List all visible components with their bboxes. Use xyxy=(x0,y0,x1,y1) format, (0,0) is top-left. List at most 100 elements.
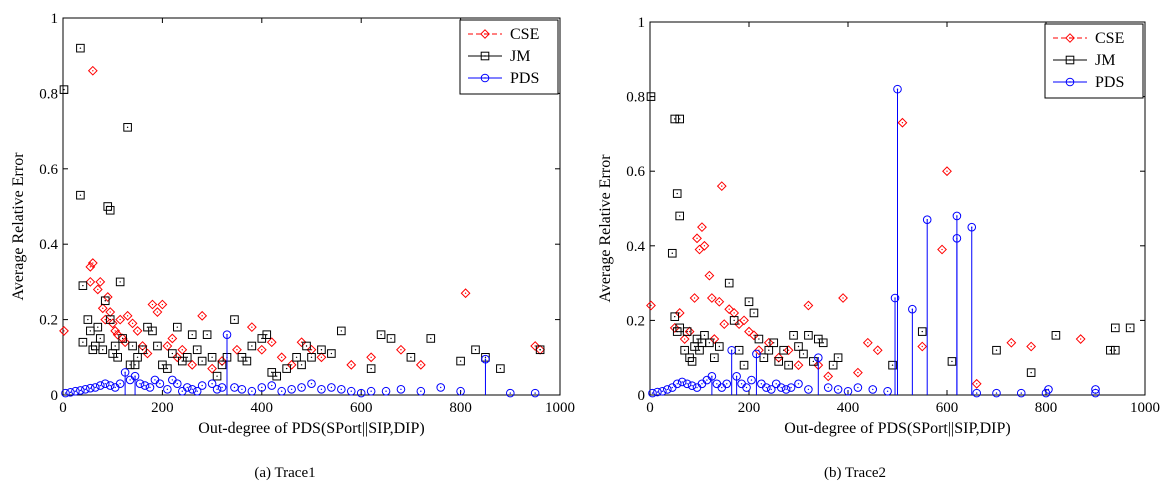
pds-point xyxy=(653,387,662,397)
cse-point xyxy=(232,344,242,355)
jm-point-dot xyxy=(763,357,765,359)
pds-point xyxy=(307,379,316,388)
jm-point xyxy=(675,114,685,124)
pds-point-dot xyxy=(730,349,733,351)
cse-point xyxy=(460,288,471,299)
pds-point-dot xyxy=(104,382,106,385)
pds-point-dot xyxy=(271,384,273,387)
jm-point-dot xyxy=(121,337,124,340)
jm-point-dot xyxy=(410,356,412,358)
pds-point-dot xyxy=(109,384,111,387)
cse-point-dot xyxy=(300,341,303,343)
pds-point-dot xyxy=(370,390,372,392)
cse-point xyxy=(699,240,710,251)
cse-point xyxy=(256,344,267,355)
jm-point-dot xyxy=(539,349,541,351)
pds-point xyxy=(105,381,115,390)
y-tick-label: 1 xyxy=(638,15,646,31)
pds-point-dot xyxy=(701,383,703,385)
cse-point-dot xyxy=(718,301,720,303)
cse-point-dot xyxy=(711,297,713,299)
jm-point xyxy=(749,308,759,318)
legend-marker-pds xyxy=(480,73,490,83)
cse-point xyxy=(679,334,690,344)
cse-point-dot xyxy=(703,245,706,247)
cse-point xyxy=(142,348,153,359)
cse-point xyxy=(296,337,307,348)
jm-point xyxy=(168,349,177,358)
pds-point-dot xyxy=(134,375,136,377)
pds-point-dot xyxy=(837,388,839,391)
jm-point xyxy=(202,330,212,339)
jm-point xyxy=(794,342,803,351)
pds-point xyxy=(197,381,207,390)
pds-point-dot xyxy=(857,386,859,389)
y-tick-label: 0 xyxy=(51,388,59,404)
pds-point xyxy=(648,388,657,398)
jm-point-dot xyxy=(768,349,770,351)
cse-point xyxy=(120,337,131,348)
jm-point-dot xyxy=(112,352,114,355)
cse-point xyxy=(917,341,928,352)
pds-point-dot xyxy=(956,237,958,240)
jm-point-dot xyxy=(679,118,681,120)
cse-point-dot xyxy=(877,349,879,351)
legend-label-pds: PDS xyxy=(1095,74,1124,91)
pds-point xyxy=(506,388,515,398)
jm-point-dot xyxy=(156,345,159,347)
pds-point xyxy=(766,385,776,394)
jm-point-dot xyxy=(380,333,382,336)
pds-point-dot xyxy=(785,388,787,391)
pds-point-dot xyxy=(716,383,718,385)
jm-point-dot xyxy=(151,330,154,332)
jm-point-dot xyxy=(131,345,134,347)
legend-marker-jm-dot xyxy=(1069,59,1071,61)
jm-point xyxy=(115,277,125,287)
jm-point-dot xyxy=(459,360,462,362)
pds-point xyxy=(804,385,813,394)
pds-point-dot xyxy=(233,386,236,389)
legend-marker-cse-dot xyxy=(484,33,486,35)
cse-point xyxy=(246,322,257,333)
pds-point xyxy=(81,385,90,394)
x-tick-label: 600 xyxy=(350,400,373,416)
jm-point xyxy=(670,312,680,321)
pds-point xyxy=(658,386,667,396)
y-axis-label: Average Relative Error xyxy=(597,154,614,303)
cse-point-dot xyxy=(156,311,159,313)
jm-point-dot xyxy=(206,333,208,336)
cse-point xyxy=(783,345,794,356)
pds-point-dot xyxy=(976,392,978,394)
pds-point-dot xyxy=(129,379,131,381)
cse-point xyxy=(147,299,158,310)
cse-point-dot xyxy=(842,297,844,299)
jm-point-dot xyxy=(276,375,278,377)
jm-point-dot xyxy=(176,326,179,328)
cse-point-dot xyxy=(310,349,313,351)
jm-point xyxy=(118,334,127,343)
x-tick-label: 600 xyxy=(936,400,959,416)
pds-point-dot xyxy=(691,384,693,387)
cse-point xyxy=(162,341,173,351)
pds-point xyxy=(1016,388,1026,398)
legend-marker-jm xyxy=(1065,55,1075,65)
jm-point-dot xyxy=(271,371,273,374)
pds-point-dot xyxy=(735,375,738,378)
jm-point xyxy=(670,114,680,124)
cse-point xyxy=(107,318,118,329)
cse-point-dot xyxy=(688,330,691,333)
cse-point xyxy=(739,315,749,326)
jm-point-dot xyxy=(691,360,693,363)
pds-point-dot xyxy=(280,390,283,392)
cse-point-dot xyxy=(420,364,422,366)
jm-point-dot xyxy=(246,360,248,362)
cse-point-dot xyxy=(350,364,352,366)
jm-point-dot xyxy=(499,367,502,370)
jm-point-dot xyxy=(683,349,686,351)
jm-point xyxy=(724,278,734,288)
cse-point-dot xyxy=(901,122,904,124)
jm-point-dot xyxy=(201,360,203,362)
jm-point xyxy=(675,211,685,221)
cse-point xyxy=(937,244,947,255)
cse-point xyxy=(87,65,98,76)
